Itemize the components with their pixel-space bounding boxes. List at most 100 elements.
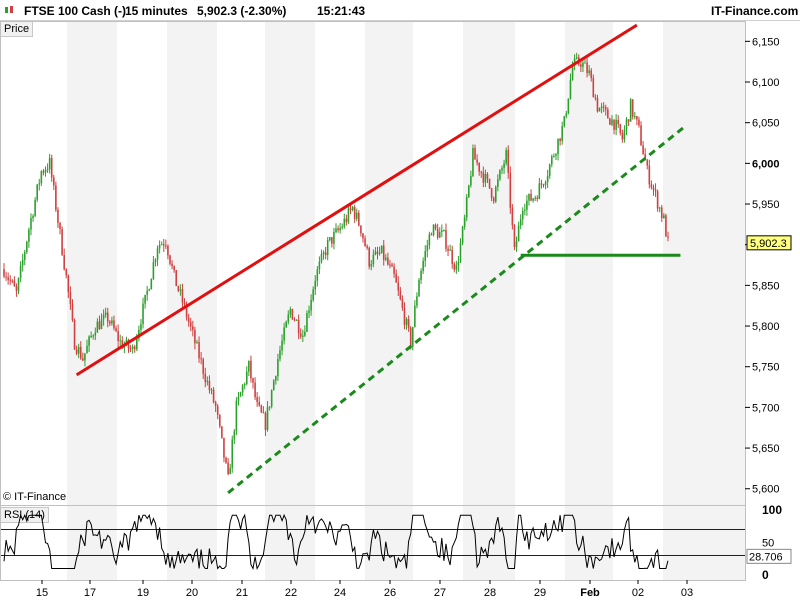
day-band [463,21,515,505]
candle-body [320,254,323,262]
candle-body [526,200,528,210]
candle-body [13,280,16,287]
candle-body [7,277,9,280]
candle-body [474,147,476,160]
candle-body [42,171,45,173]
candle-body [73,320,76,350]
candle-body [530,193,532,201]
candle-body [505,150,507,164]
candle-body [424,251,427,261]
candle-body [90,335,92,337]
candle-body [196,342,198,344]
candle-body [154,259,157,263]
candle-body [407,319,410,328]
day-band [265,21,315,505]
candle-body [326,240,329,256]
candle-body [243,383,246,386]
candle-body [102,315,105,320]
candle-body [575,57,578,59]
candle-body [121,340,124,349]
candle-body [71,304,74,321]
candle-body [337,228,339,231]
candle-body [111,320,113,324]
candle-body [399,290,402,300]
last-price-tag [746,235,792,251]
candle-body [258,402,261,406]
candle-body [119,340,121,342]
candle-body [358,212,360,226]
x-tick-label: 22 [285,587,297,599]
candle-body [92,335,95,337]
candle-body [503,163,505,169]
candle-body [507,150,510,173]
day-band [167,505,217,580]
candle-body [528,193,530,201]
candle-body [5,276,7,278]
y-tick-label: 5,800 [752,321,780,333]
candle-body [658,207,661,209]
candle-body [270,390,273,407]
candle-body [206,381,209,383]
candle-body [418,279,420,297]
candle-body [171,263,173,266]
candle-body [210,389,213,391]
candle-body [565,113,568,117]
candle-body [272,380,275,391]
candle-body [414,305,416,328]
candle-body [104,312,107,316]
candle-body [248,360,250,372]
candle-body [604,107,607,110]
candle-body [9,279,12,281]
candle-body [299,333,302,337]
candle-body [609,118,611,125]
candle-body [665,215,667,237]
candle-body [53,177,55,186]
candle-body [482,172,485,183]
candle-body [449,249,451,251]
candle-body [140,324,142,330]
candle-body [214,402,217,407]
candle-body [179,289,182,291]
rsi-panel-frame [0,505,746,581]
candle-body [79,346,82,359]
candle-body [15,286,18,291]
candle-body [650,184,653,188]
candle-body [212,389,215,403]
rsi-tick-label: 50 [762,538,774,550]
candle-body [472,147,474,177]
candle-body [245,371,248,384]
candle-body [434,224,437,229]
candle-body [113,320,115,329]
candle-body [521,210,524,220]
candle-body [181,289,184,303]
candle-body [366,246,368,248]
timestamp: 15:21:43 [317,4,366,18]
candle-body [158,244,161,249]
candle-body [86,345,88,354]
y-tick-label: 5,950 [752,199,780,211]
candle-body [420,271,422,280]
candle-body [411,327,414,347]
candle-body [461,226,464,243]
candle-body [490,188,493,198]
candle-body [109,321,111,324]
candle-body [652,187,655,190]
candle-body [312,289,314,300]
candle-body [100,319,103,330]
candle-body [569,79,572,99]
candle-body [600,106,603,109]
candle-body [194,329,196,344]
candle-body [453,263,456,270]
day-band [663,21,745,505]
candle-body [625,119,628,130]
candle-body [445,229,447,249]
candle-body [19,265,22,279]
candle-body [115,328,117,331]
candle-body [551,156,553,165]
candle-body [619,124,622,134]
candle-body [106,312,109,322]
candle-body [260,405,263,413]
candle-body [617,119,619,125]
candle-body [627,119,630,122]
